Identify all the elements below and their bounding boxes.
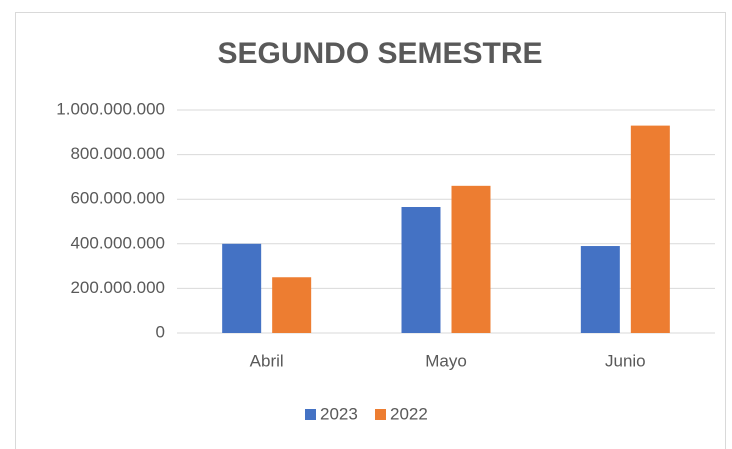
bar: [401, 207, 441, 333]
y-tick-label: 200.000.000: [70, 278, 165, 297]
bar: [580, 246, 620, 333]
y-tick-label: 800.000.000: [70, 144, 165, 163]
x-tick-label: Abril: [250, 351, 284, 370]
legend-label: 2022: [390, 404, 428, 423]
legend-swatch: [305, 409, 316, 420]
bar: [630, 125, 670, 333]
y-tick-label: 1.000.000.000: [56, 99, 165, 118]
y-tick-label: 400.000.000: [70, 233, 165, 252]
chart-border: [15, 12, 726, 449]
legend-swatch: [375, 409, 386, 420]
chart-title: SEGUNDO SEMESTRE: [217, 37, 542, 70]
y-tick-label: 0: [156, 322, 165, 341]
legend-label: 2023: [320, 404, 358, 423]
x-tick-label: Junio: [605, 351, 646, 370]
bar: [222, 243, 262, 333]
y-tick-label: 600.000.000: [70, 189, 165, 208]
bar: [272, 277, 312, 333]
x-tick-label: Mayo: [425, 351, 467, 370]
bar: [451, 185, 491, 333]
